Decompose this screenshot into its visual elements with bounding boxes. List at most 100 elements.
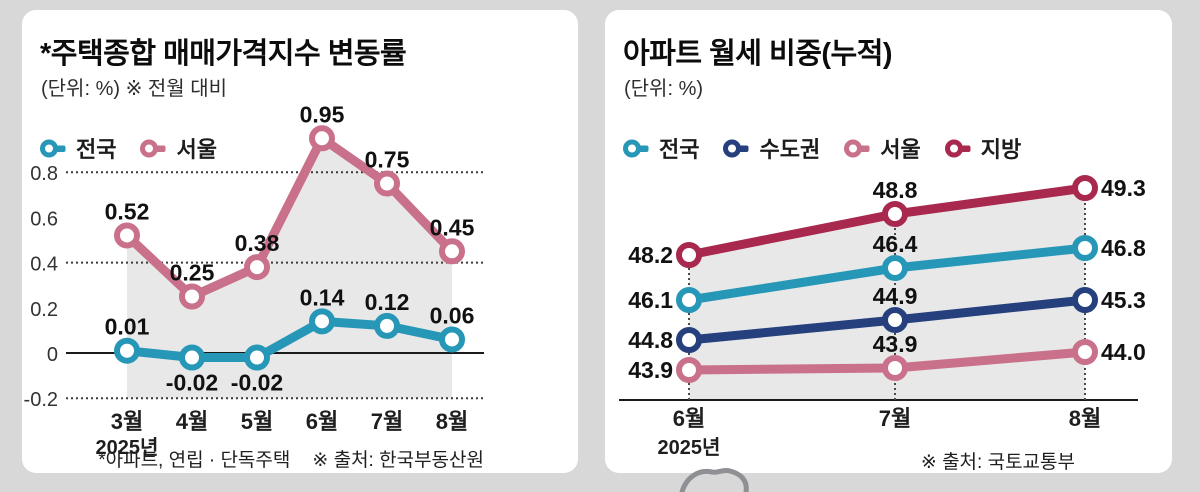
data-point-marker (1072, 235, 1098, 261)
legend-item: 전국 (39, 132, 116, 164)
x-tick-label: 6월 (306, 409, 338, 434)
footnote-text: *아파트, 연립 · 단독주택 (98, 450, 291, 471)
chart-unit-note: (단위: %) ※ 전월 대비 (41, 78, 228, 100)
chart-footnote: ※ 출처: 국토교통부 (921, 447, 1075, 474)
legend-key-icon (723, 139, 749, 157)
legend-item: 전국 (622, 132, 699, 164)
data-point-marker (244, 254, 270, 281)
value-label: -0.02 (231, 370, 283, 396)
legend-key-icon (844, 139, 870, 157)
legend-label: 전국 (76, 137, 117, 162)
y-tick-label: -0.2 (24, 389, 58, 411)
legend-label: 서울 (176, 137, 217, 162)
y-tick-label: 0.6 (30, 208, 58, 230)
data-point-marker (114, 222, 140, 249)
value-label: 46.1 (628, 287, 673, 313)
y-tick-label: 0.8 (30, 163, 58, 185)
data-point-marker (309, 308, 335, 335)
rent-share-line-chart: 46.1 46.4 46.8 44.8 44.9 45.3 43.9 43.9 44.0 48.2… (619, 175, 1146, 459)
source-text: ※ 출처: 국토교통부 (920, 452, 1075, 473)
data-point-marker (676, 287, 702, 313)
value-label: 44.8 (628, 327, 673, 353)
data-point-marker (882, 255, 908, 281)
data-point-marker (882, 307, 908, 333)
value-label: 0.06 (430, 302, 475, 328)
page-title: *주택종합 매매가격지수 변동률 (40, 38, 407, 70)
rent-share-card: 아파트 월세 비중(누적) (단위: %) 전국 수도권 서울 지방 46.1 46.4… (605, 10, 1172, 473)
data-point-marker (439, 238, 465, 265)
data-point-marker (309, 125, 335, 152)
x-tick-label: 6월 (673, 406, 705, 431)
value-label: 48.2 (628, 242, 673, 268)
value-label: 46.8 (1101, 235, 1146, 261)
legend-key-icon (944, 139, 971, 157)
chart-unit-note: (단위: %) (624, 78, 704, 100)
value-label: 0.52 (105, 198, 150, 224)
legend-key-icon (623, 139, 649, 157)
value-label: 43.9 (628, 357, 673, 383)
value-label: 0.95 (300, 101, 345, 127)
legend-label: 수도권 (759, 137, 821, 162)
value-label: 44.9 (873, 283, 918, 309)
x-tick-label: 8월 (1069, 406, 1101, 431)
legend: 전국 서울 (39, 132, 217, 164)
legend-item: 서울 (843, 132, 921, 164)
legend-key-icon (140, 139, 166, 157)
data-point-marker (1072, 287, 1098, 313)
data-point-marker (1072, 339, 1098, 365)
data-point-marker (439, 326, 465, 353)
legend-key-icon (40, 139, 66, 157)
legend-label: 서울 (880, 137, 921, 162)
value-label: 0.01 (105, 314, 150, 340)
legend: 전국 수도권 서울 지방 (622, 132, 1021, 164)
value-label: 46.4 (873, 231, 918, 257)
series-line (122, 133, 457, 301)
value-label: 48.8 (873, 177, 918, 203)
korea-map-outline-icon (679, 468, 749, 492)
value-label: -0.02 (166, 370, 218, 396)
value-label: 0.14 (300, 284, 345, 310)
value-label: 0.45 (430, 214, 475, 240)
value-label: 44.0 (1101, 339, 1146, 365)
x-tick-label: 7월 (879, 406, 911, 431)
legend-item: 지방 (944, 132, 1021, 164)
data-point-marker (179, 283, 205, 310)
price-index-line-chart: 0.8 0.6 0.4 0.2 0 -0.2 0.01 -0.02 -0.02 0.14 0.12 0… (24, 101, 484, 459)
value-label: 43.9 (873, 331, 918, 357)
y-tick-label: 0.4 (30, 254, 58, 276)
value-label: 0.75 (365, 147, 410, 173)
chart-footnote: *아파트, 연립 · 단독주택 ※ 출처: 한국부동산원 (98, 445, 484, 472)
legend-item: 서울 (139, 132, 217, 164)
x-tick-label: 5월 (241, 409, 273, 434)
price-index-card: *주택종합 매매가격지수 변동률 (단위: %) ※ 전월 대비 전국 서울 0.… (22, 10, 578, 473)
x-tick-label: 7월 (371, 409, 403, 434)
x-tick-label: 4월 (176, 409, 208, 434)
data-point-marker (114, 337, 140, 364)
legend-item: 수도권 (722, 132, 820, 164)
source-text: ※ 출처: 한국부동산원 (312, 450, 484, 471)
data-point-marker (374, 312, 400, 339)
value-label: 0.25 (170, 260, 215, 286)
value-label: 0.12 (365, 289, 410, 315)
x-axis-year-label: 2025년 (658, 436, 721, 459)
data-point-marker (374, 170, 400, 197)
value-label: 49.3 (1101, 175, 1146, 201)
legend-label: 지방 (980, 137, 1022, 162)
legend-label: 전국 (659, 137, 700, 162)
value-label: 0.38 (235, 230, 280, 256)
data-point-marker (676, 327, 702, 353)
area-fill (689, 188, 1085, 400)
y-tick-label: 0 (47, 344, 58, 366)
x-tick-label: 3월 (111, 409, 143, 434)
x-tick-label: 8월 (436, 409, 468, 434)
value-label: 45.3 (1101, 287, 1146, 313)
area-fill (127, 138, 452, 399)
data-point-marker (244, 344, 270, 371)
data-point-marker (179, 344, 205, 371)
data-point-marker (676, 242, 702, 268)
data-point-marker (676, 357, 702, 383)
data-point-marker (882, 201, 908, 227)
y-tick-label: 0.2 (30, 299, 58, 321)
x-axis-year-label: 2025년 (96, 436, 159, 459)
